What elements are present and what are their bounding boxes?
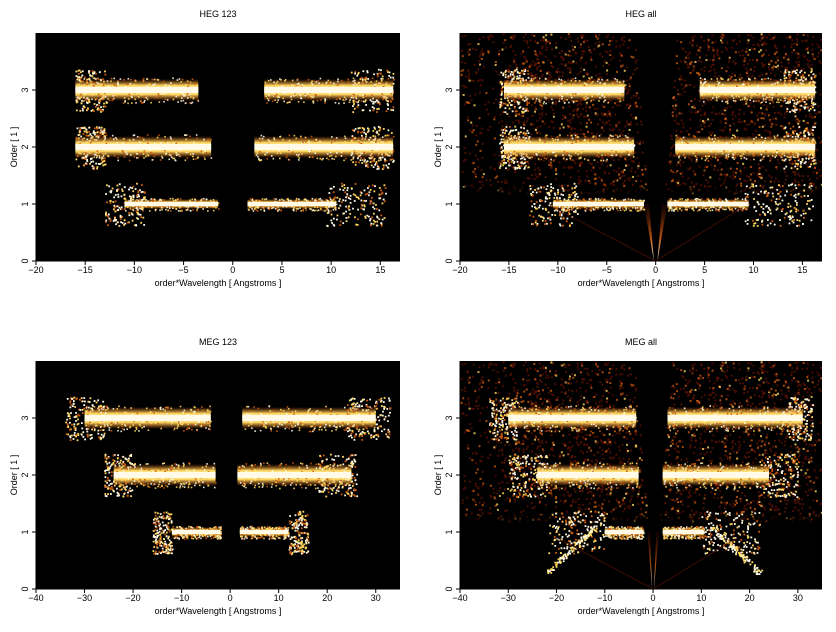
y-axis-label: Order [ 1 ] <box>433 127 443 168</box>
x-tick-label: −5 <box>602 265 612 275</box>
y-axis-label: Order [ 1 ] <box>433 455 443 496</box>
x-tick-label: −5 <box>178 265 188 275</box>
y-tick-label: 1 <box>444 529 454 534</box>
y-tick-label: 2 <box>444 144 454 149</box>
y-tick-label: 1 <box>20 529 30 534</box>
y-tick-label: 1 <box>20 201 30 206</box>
x-axis-label: order*Wavelength [ Angstroms ] <box>578 278 705 288</box>
x-tick-label: −40 <box>452 593 467 603</box>
x-tick-label: −15 <box>501 265 516 275</box>
x-tick-label: 0 <box>651 593 656 603</box>
x-tick-label: 20 <box>322 593 332 603</box>
x-tick-label: 0 <box>228 593 233 603</box>
x-tick-label: −40 <box>28 593 43 603</box>
x-tick-label: 15 <box>375 265 385 275</box>
x-tick-label: −20 <box>549 593 564 603</box>
x-tick-label: 5 <box>702 265 707 275</box>
panel-0: −20 −15 −10 −5 0 5 10 15 0 1 2 3 HEG 123 order*Wavele… <box>9 9 400 288</box>
x-tick-label: 10 <box>696 593 706 603</box>
chart-title: MEG 123 <box>199 337 237 347</box>
x-tick-label: −30 <box>501 593 516 603</box>
chart-title: MEG all <box>625 337 657 347</box>
x-tick-label: 30 <box>793 593 803 603</box>
y-tick-label: 0 <box>20 586 30 591</box>
x-tick-label: −10 <box>597 593 612 603</box>
chart-title: HEG 123 <box>199 9 236 19</box>
panel-1: −20 −15 −10 −5 0 5 10 15 0 1 2 3 HEG all order*Wavele… <box>433 9 824 288</box>
x-tick-label: 10 <box>326 265 336 275</box>
x-tick-label: 5 <box>279 265 284 275</box>
x-tick-label: −15 <box>78 265 93 275</box>
y-tick-label: 1 <box>444 201 454 206</box>
x-tick-label: 10 <box>274 593 284 603</box>
x-axis-label: order*Wavelength [ Angstroms ] <box>155 606 282 616</box>
y-tick-label: 2 <box>20 144 30 149</box>
y-tick-label: 3 <box>20 415 30 420</box>
x-tick-label: 0 <box>230 265 235 275</box>
panel-3: −40 −30 −20 −10 0 10 20 30 0 1 2 3 MEG all order*Wave… <box>433 337 824 616</box>
x-tick-label: −20 <box>28 265 43 275</box>
chart-title: HEG all <box>625 9 656 19</box>
y-tick-label: 0 <box>444 258 454 263</box>
y-tick-label: 2 <box>20 472 30 477</box>
panel-2: −40 −30 −20 −10 0 10 20 30 0 1 2 3 MEG 123 order*Wave… <box>9 337 400 616</box>
x-tick-label: 0 <box>653 265 658 275</box>
y-tick-label: 0 <box>20 258 30 263</box>
y-tick-label: 3 <box>20 87 30 92</box>
x-tick-label: −10 <box>127 265 142 275</box>
y-tick-label: 3 <box>444 87 454 92</box>
y-tick-label: 3 <box>444 415 454 420</box>
x-tick-label: −10 <box>174 593 189 603</box>
x-axis-label: order*Wavelength [ Angstroms ] <box>155 278 282 288</box>
y-tick-label: 0 <box>444 586 454 591</box>
x-tick-label: −30 <box>77 593 92 603</box>
x-tick-label: −20 <box>125 593 140 603</box>
x-tick-label: −20 <box>452 265 467 275</box>
y-axis-label: Order [ 1 ] <box>9 455 19 496</box>
x-tick-label: 20 <box>745 593 755 603</box>
x-tick-label: 10 <box>749 265 759 275</box>
x-axis-label: order*Wavelength [ Angstroms ] <box>578 606 705 616</box>
x-tick-label: 30 <box>371 593 381 603</box>
y-axis-label: Order [ 1 ] <box>9 127 19 168</box>
y-tick-label: 2 <box>444 472 454 477</box>
x-tick-label: 15 <box>797 265 807 275</box>
x-tick-label: −10 <box>550 265 565 275</box>
